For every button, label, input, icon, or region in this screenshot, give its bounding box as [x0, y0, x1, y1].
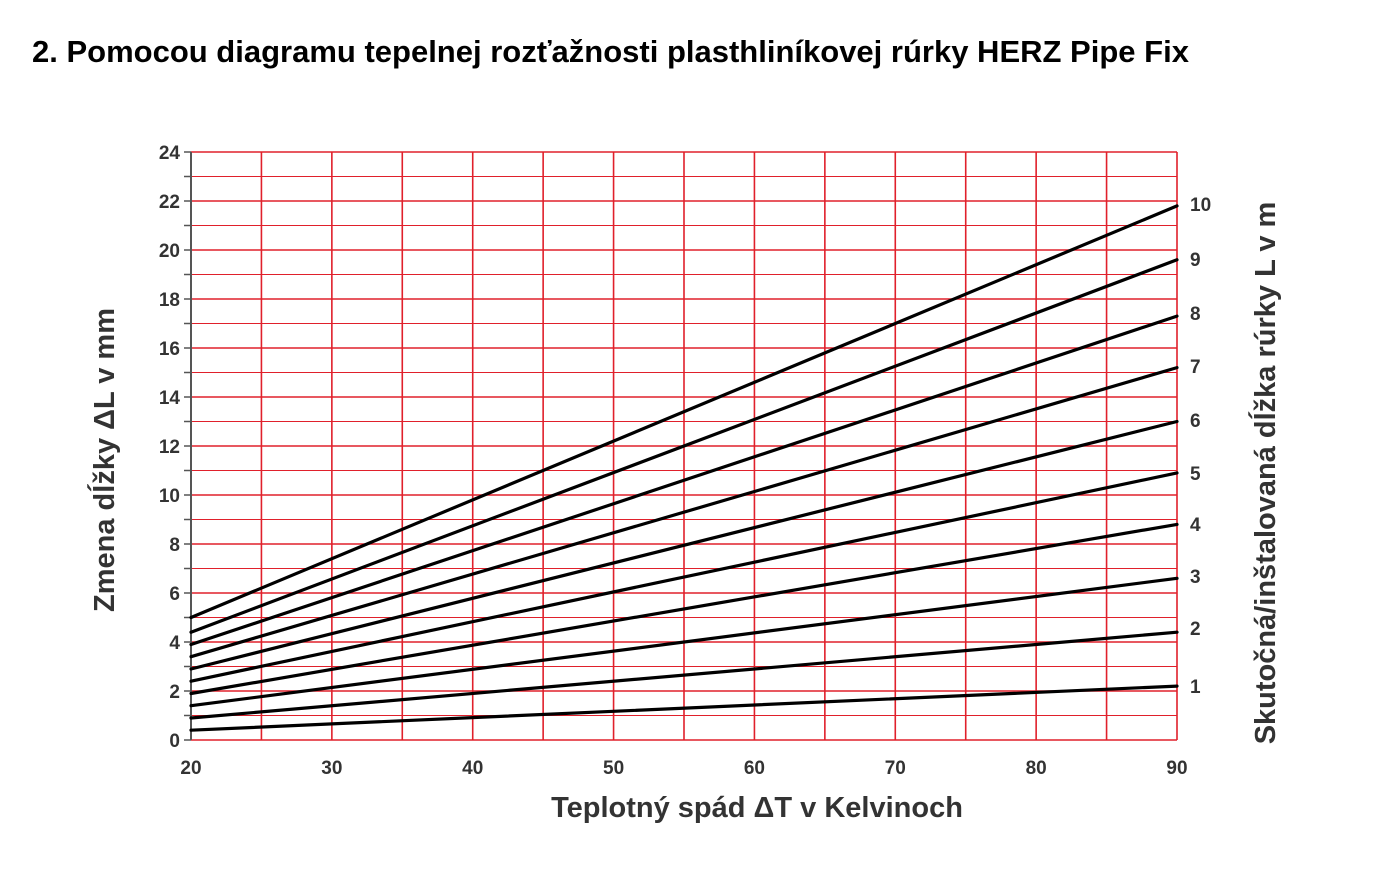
series-line-8: [189, 314, 1179, 647]
y2-axis-ticks: 1 2 3 4 5 6 7 8 9 10: [1190, 195, 1211, 698]
series-line-3: [189, 576, 1179, 708]
y2-tick-label: 2: [1190, 619, 1201, 640]
x-tick-label: 70: [885, 758, 906, 779]
series-line-10: [189, 204, 1179, 620]
x-axis-ticks: 20 30 40 50 60 70 80 90: [180, 758, 1187, 779]
series-line-4: [189, 522, 1179, 696]
y2-axis-title: Skutočná/inštalovaná dĺžka rúrky L v m: [1247, 202, 1282, 745]
y-tick-label: 4: [169, 633, 180, 654]
y-tick-label: 8: [169, 535, 180, 556]
y-tick-label: 12: [159, 437, 180, 458]
x-tick-label: 80: [1026, 758, 1047, 779]
y2-tick-label: 5: [1190, 464, 1201, 485]
x-tick-label: 50: [603, 758, 624, 779]
y-tick-label: 18: [159, 290, 180, 311]
y2-tick-label: 4: [1190, 515, 1201, 536]
y2-tick-label: 8: [1190, 304, 1201, 325]
y2-tick-label: 10: [1190, 195, 1211, 216]
y2-tick-label: 3: [1190, 567, 1201, 588]
y2-tick-label: 7: [1190, 357, 1201, 378]
x-tick-label: 90: [1166, 758, 1187, 779]
y-tick-label: 6: [169, 584, 180, 605]
page-title: 2. Pomocou diagramu tepelnej rozťažnosti…: [32, 34, 1189, 69]
series-line-6: [189, 419, 1179, 671]
y-tick-label: 2: [169, 682, 180, 703]
series-line-1: [189, 684, 1179, 732]
x-tick-label: 60: [744, 758, 765, 779]
y2-tick-label: 9: [1190, 250, 1201, 271]
y-tick-label: 20: [159, 241, 180, 262]
chart-series: [189, 204, 1179, 732]
x-tick-label: 20: [180, 758, 201, 779]
y-tick-label: 0: [169, 731, 180, 752]
series-line-7: [189, 366, 1179, 659]
series-line-9: [189, 258, 1179, 634]
y2-tick-label: 6: [1190, 411, 1201, 432]
y-tick-label: 14: [159, 388, 181, 409]
y-tick-label: 10: [159, 486, 180, 507]
x-tick-label: 30: [321, 758, 342, 779]
y2-tick-label: 1: [1190, 677, 1201, 698]
y-axis-title: Zmena dĺžky ΔL v mm: [86, 308, 121, 612]
series-line-2: [189, 630, 1179, 720]
x-axis-title: Teplotný spád ΔT v Kelvinoch: [551, 792, 963, 824]
series-line-5: [189, 471, 1179, 683]
y-tick-label: 16: [159, 339, 180, 360]
y-tick-label: 24: [159, 143, 181, 164]
x-tick-label: 40: [462, 758, 483, 779]
y-tick-label: 22: [159, 192, 180, 213]
